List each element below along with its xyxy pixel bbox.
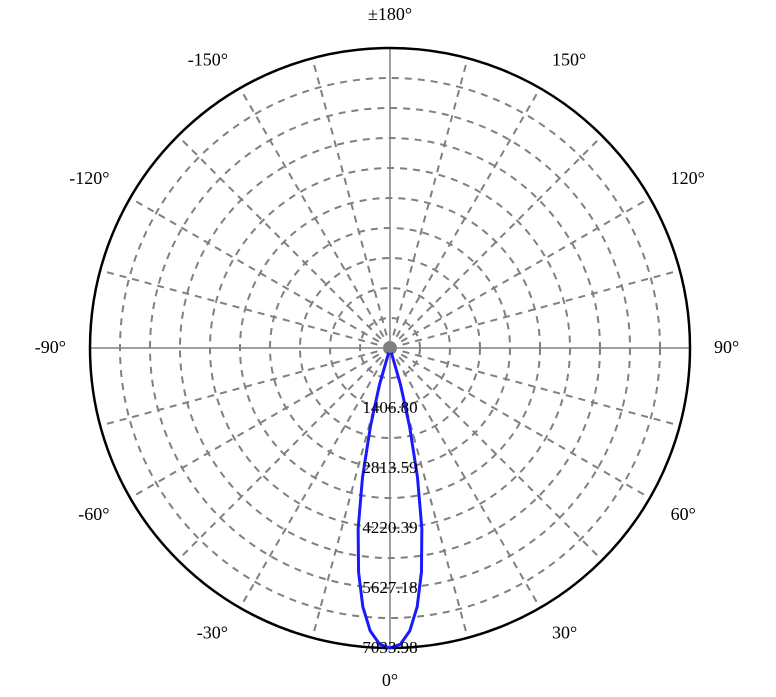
radial-label: 4220.39 <box>362 518 417 537</box>
radial-label: 5627.18 <box>362 578 417 597</box>
angle-label: 0° <box>382 670 398 690</box>
angle-label: ±180° <box>368 4 412 24</box>
radial-label: 2813.59 <box>362 458 417 477</box>
radial-label: 7033.98 <box>362 638 417 657</box>
angle-label: 90° <box>714 337 739 357</box>
grid-spoke <box>240 348 390 608</box>
grid-spoke <box>390 136 602 348</box>
angle-label: 30° <box>552 623 577 643</box>
grid-spoke <box>390 348 540 608</box>
angle-label: 150° <box>552 49 586 69</box>
angle-label: -120° <box>69 168 109 188</box>
grid-spoke <box>390 198 650 348</box>
angle-label: -30° <box>197 623 228 643</box>
grid-spoke <box>390 88 540 348</box>
polar-chart: 1406.80 2813.59 4220.39 5627.18 7033.98 ±180… <box>0 0 776 697</box>
angle-label: -60° <box>78 504 109 524</box>
grid-spoke <box>390 348 650 498</box>
angle-label: -150° <box>188 49 228 69</box>
grid-spoke <box>240 88 390 348</box>
angle-label: -90° <box>35 337 66 357</box>
center-dot <box>385 343 395 353</box>
grid-spoke <box>130 348 390 498</box>
grid-spoke <box>130 198 390 348</box>
angle-label: 60° <box>671 504 696 524</box>
angle-label: 120° <box>671 168 705 188</box>
radial-label: 1406.80 <box>362 398 417 417</box>
